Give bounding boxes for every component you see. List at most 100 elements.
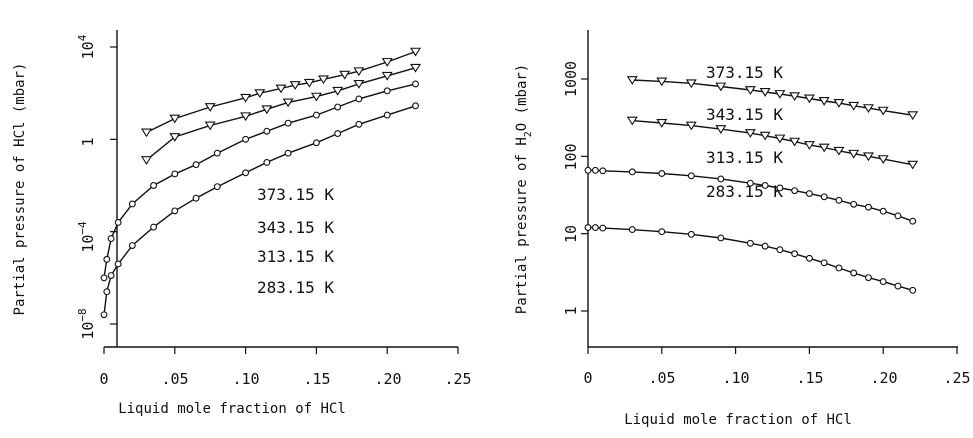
right-data-point	[805, 190, 813, 198]
h2o-pressure-chart: Partial pressure of H2O (mbar) Liquid mo…	[514, 30, 971, 428]
right-x-tick-label: .25	[943, 369, 970, 387]
left-x-tick-label: 0	[99, 370, 108, 388]
right-data-point	[803, 94, 815, 104]
right-data-point	[656, 77, 668, 87]
right-data-point	[833, 99, 845, 108]
left-data-point	[169, 114, 181, 124]
right-data-point	[864, 203, 872, 211]
right-data-point	[789, 92, 801, 102]
right-data-point	[687, 230, 695, 238]
left-series-label-343: 343.15 K	[257, 218, 334, 237]
left-data-point	[412, 102, 419, 110]
left-x-tick-label: .25	[444, 370, 471, 388]
right-data-point	[687, 172, 695, 180]
right-data-point	[862, 104, 874, 113]
left-data-point	[128, 200, 136, 208]
right-data-point	[879, 207, 887, 215]
right-data-point	[907, 160, 919, 170]
left-series-label-373: 373.15 K	[257, 185, 334, 204]
right-data-point	[850, 269, 858, 277]
right-y-tick-label: 10	[562, 225, 580, 243]
right-data-point	[626, 76, 638, 85]
left-x-axis-label: Liquid mole fraction of HCl	[118, 401, 346, 417]
left-data-point	[410, 47, 422, 57]
left-data-point	[242, 169, 250, 177]
left-x-tick-label: .05	[161, 370, 188, 388]
right-data-point	[774, 134, 786, 144]
left-data-point	[240, 93, 252, 103]
left-series-label-283: 283.15 K	[257, 278, 334, 297]
right-data-point	[584, 166, 592, 174]
right-data-point	[791, 187, 799, 195]
right-y-tick-label: 1	[562, 306, 580, 315]
right-series-label-283: 283.15 K	[706, 182, 783, 201]
right-data-point	[584, 224, 592, 231]
left-data-point	[140, 128, 152, 138]
left-data-point	[317, 75, 329, 85]
right-series-line-3	[588, 226, 913, 291]
right-series-label-343: 343.15 K	[706, 105, 783, 124]
left-series-label-313: 313.15 K	[257, 247, 334, 266]
right-data-point	[835, 264, 843, 272]
right-data-point	[789, 137, 801, 147]
left-data-point	[381, 58, 393, 67]
left-data-point	[284, 149, 292, 157]
right-data-point	[850, 200, 858, 208]
right-data-point	[759, 88, 771, 97]
right-data-point	[864, 274, 872, 282]
left-data-point	[150, 223, 158, 231]
left-data-point	[310, 92, 322, 102]
right-data-point	[746, 179, 754, 187]
left-x-tick-label: .20	[374, 370, 401, 388]
right-data-point	[658, 170, 666, 177]
hcl-pressure-chart: Partial pressure of HCl (mbar) Liquid mo…	[12, 30, 472, 417]
right-data-point	[761, 242, 769, 250]
right-x-tick-label: 0	[583, 369, 592, 387]
right-data-point	[833, 146, 845, 156]
right-data-point	[803, 141, 815, 150]
right-data-point	[591, 224, 599, 231]
right-data-point	[685, 79, 697, 89]
right-data-point	[717, 234, 725, 242]
left-data-point	[353, 67, 365, 77]
left-data-point	[204, 103, 216, 112]
left-data-point	[263, 158, 271, 166]
right-data-point	[820, 193, 828, 201]
left-data-point	[334, 103, 342, 111]
right-data-point	[909, 286, 917, 294]
right-data-point	[628, 226, 636, 234]
right-data-point	[877, 155, 889, 164]
right-data-point	[599, 167, 607, 175]
right-data-point	[717, 175, 725, 183]
right-data-point	[626, 116, 638, 126]
right-data-point	[879, 278, 887, 286]
right-series-label-313: 313.15 K	[706, 148, 783, 167]
left-data-point	[213, 183, 221, 191]
left-y-tick-label-1e-4: 10−4	[76, 221, 97, 253]
left-data-point	[334, 130, 342, 138]
left-data-point	[213, 149, 221, 157]
right-data-point	[776, 184, 784, 192]
left-data-point	[339, 70, 351, 80]
right-x-tick-label: .10	[722, 369, 749, 387]
right-data-point	[656, 119, 668, 128]
right-data-point	[909, 217, 917, 225]
left-data-point	[284, 119, 292, 127]
left-data-point	[171, 170, 179, 178]
left-data-point	[103, 255, 111, 263]
left-data-point	[192, 194, 200, 202]
left-data-point	[103, 288, 111, 296]
right-plot-area	[581, 76, 958, 354]
left-data-point	[381, 71, 393, 81]
left-data-point	[289, 81, 301, 90]
left-data-point	[303, 78, 315, 88]
right-data-point	[820, 259, 828, 267]
right-data-point	[761, 182, 769, 189]
right-data-point	[894, 212, 902, 220]
left-data-point	[100, 274, 108, 282]
right-x-tick-label: .20	[870, 369, 897, 387]
right-data-point	[685, 121, 697, 131]
left-data-point	[192, 161, 200, 169]
left-x-tick-label: .15	[303, 370, 330, 388]
